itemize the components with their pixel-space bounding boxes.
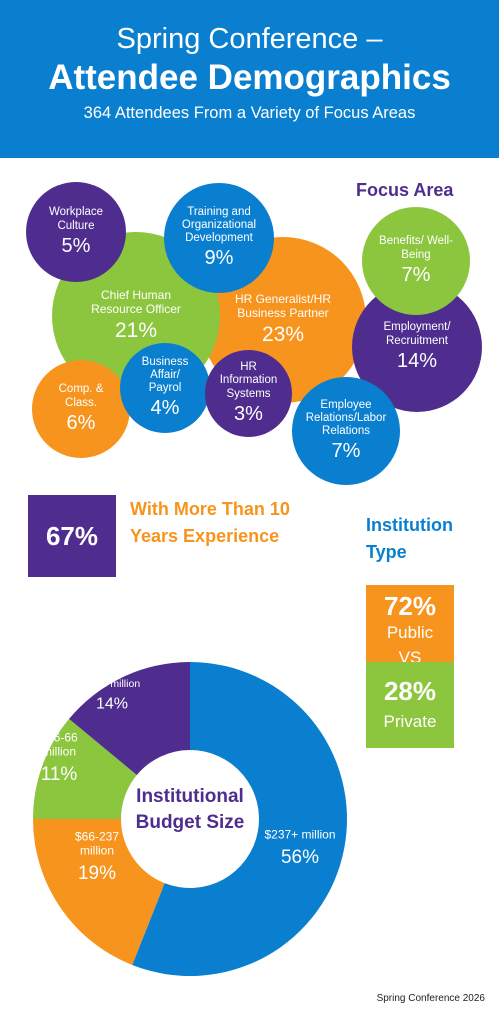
- bubble-employee-relations: Employee Relations/Labor Relations 7%: [292, 377, 400, 485]
- bubble-label: HR Generalist/HR Business Partner: [234, 292, 332, 320]
- bubble-label: Employment/ Recruitment: [383, 321, 451, 347]
- bubble-business-affair: Business Affair/ Payrol 4%: [120, 343, 210, 433]
- donut-value-label: 14%: [96, 695, 128, 712]
- donut-slice-26-million: [69, 662, 190, 776]
- donut-category-label: $26-66: [40, 731, 78, 745]
- page-title: Attendee Demographics: [48, 58, 451, 97]
- donut-value-label: 56%: [281, 847, 319, 868]
- bubble-value: 4%: [150, 397, 180, 420]
- page-subtitle: 364 Attendees From a Variety of Focus Ar…: [83, 104, 416, 122]
- donut-label-26-million: <$26 million 14%: [84, 678, 140, 712]
- bubble-value: 6%: [66, 411, 96, 434]
- private-box: 28% Private: [366, 662, 454, 748]
- donut-value-label: 19%: [78, 863, 116, 884]
- bubble-label: Chief Human Resource Officer: [91, 288, 181, 316]
- bubble-benefits-wellbeing: Benefits/ Well-Being 7%: [362, 207, 470, 315]
- donut-slice-26-66-million: [33, 718, 137, 819]
- bubble-value: 9%: [204, 247, 234, 270]
- bubble-hr-information-systems: HR Information Systems 3%: [205, 350, 292, 437]
- bubble-training-development: Training and Organizational Development …: [164, 183, 274, 293]
- donut-category-label: million: [80, 844, 114, 858]
- bubble-value: 14%: [396, 349, 438, 372]
- public-value: 72%: [383, 591, 437, 621]
- donut-value-label: 11%: [41, 764, 78, 785]
- bubble-label: Comp. & Class.: [58, 383, 104, 409]
- donut-label-237-million: $237+ million 56%: [264, 828, 335, 868]
- public-box: 72% Public VS: [366, 585, 454, 667]
- donut-category-label: million: [42, 745, 76, 759]
- bubble-workplace-culture: Workplace Culture 5%: [26, 182, 126, 282]
- bubble-value: 23%: [261, 322, 305, 346]
- bubble-comp-class: Comp. & Class. 6%: [32, 360, 130, 458]
- experience-value: 67%: [28, 495, 116, 577]
- bubble-value: 7%: [331, 440, 361, 463]
- institution-type-title: Institution Type: [366, 515, 453, 562]
- header-banner: Spring Conference – Attendee Demographic…: [0, 0, 499, 158]
- focus-area-title: Focus Area: [356, 180, 454, 200]
- page-title-line1: Spring Conference –: [116, 23, 383, 55]
- budget-donut-chart: $237+ million56%$66-237million19%$26-66m…: [32, 662, 347, 976]
- footer-text: Spring Conference 2026: [376, 993, 485, 1004]
- bubble-label: Benefits/ Well-Being: [379, 235, 453, 261]
- private-label: Private: [383, 712, 437, 731]
- donut-category-label: $66-237: [75, 830, 119, 844]
- bubble-value: 21%: [114, 318, 158, 342]
- bubble-label: Employee Relations/Labor Relations: [305, 398, 387, 438]
- donut-title: Institutional: [136, 786, 244, 807]
- bubble-value: 5%: [61, 234, 91, 257]
- private-value: 28%: [383, 676, 437, 706]
- donut-category-label: $237+ million: [264, 828, 335, 842]
- bubble-value: 3%: [234, 402, 263, 425]
- donut-slice-237-million: [132, 662, 347, 976]
- public-label: Public: [386, 623, 434, 642]
- bubble-label: Workplace Culture: [48, 206, 104, 232]
- bubble-label: HR Information Systems: [219, 361, 278, 400]
- donut-slice-66-237-million: [32, 819, 165, 965]
- bubble-label: Training and Organizational Development: [181, 205, 257, 245]
- experience-text: With More Than 10 Years Experience: [130, 499, 290, 546]
- donut-title: Budget Size: [136, 812, 245, 833]
- donut-category-label: <$26 million: [84, 678, 140, 690]
- bubble-value: 7%: [401, 263, 431, 286]
- bubble-label: Business Affair/ Payrol: [141, 355, 189, 395]
